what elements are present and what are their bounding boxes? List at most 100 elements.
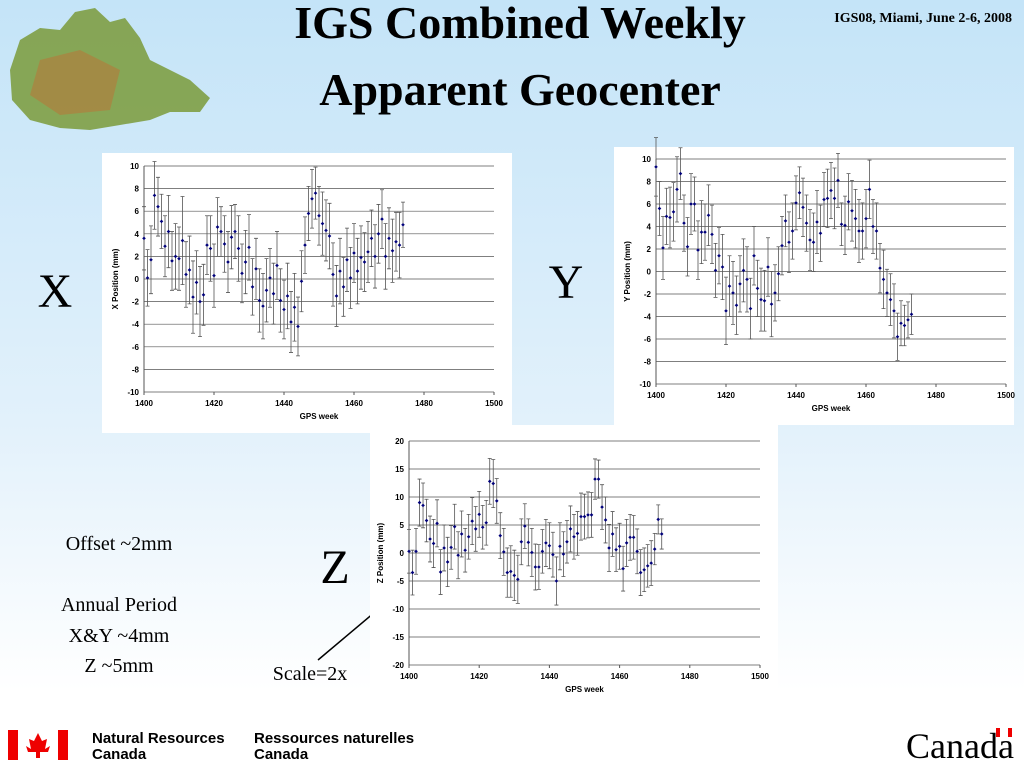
data-point [257, 298, 262, 303]
data-point [526, 540, 531, 545]
y-axis-label: Z Position (mm) [376, 522, 385, 583]
data-point [766, 265, 770, 269]
data-point [607, 546, 611, 550]
chart: -10 -8 -6 -4 -2 0 2 4 6 8 10 1400 1420 1440 1460 1480 15… [614, 137, 1015, 425]
data-point [477, 512, 481, 517]
y-tick-label: -10 [392, 605, 404, 614]
x-tick-label: 1480 [681, 672, 699, 681]
data-point [229, 235, 234, 239]
x-tick-label: 1460 [611, 672, 629, 681]
y-tick-label: -8 [132, 365, 140, 374]
flag-leaf [26, 733, 50, 758]
data-point [582, 514, 587, 519]
data-point [815, 220, 819, 224]
data-point [390, 248, 395, 253]
data-point [383, 254, 388, 259]
note: Annual Period [61, 594, 177, 616]
data-point [899, 321, 903, 326]
y-tick-label: 2 [135, 252, 140, 261]
data-point [710, 232, 714, 237]
y-tick-label: 15 [395, 465, 404, 474]
y-tick-label: -6 [132, 343, 140, 352]
data-point [752, 253, 756, 258]
y-tick-label: 6 [647, 200, 652, 209]
data-point [254, 267, 258, 271]
data-point [610, 532, 615, 536]
x-tick-label: 1460 [345, 399, 363, 408]
header-note: IGS08, Miami, June 2-6, 2008 [834, 11, 1012, 26]
data-point [906, 318, 910, 322]
data-point [142, 236, 146, 241]
data-point [628, 535, 632, 540]
y-tick-label: 0 [135, 275, 140, 284]
data-point [895, 334, 900, 339]
y-tick-label: 4 [647, 223, 652, 232]
data-point [794, 201, 798, 205]
data-point [635, 549, 639, 554]
footer-text: Canada [92, 746, 147, 763]
data-point [685, 244, 690, 249]
note: X&Y ~4mm [69, 625, 170, 647]
data-point [565, 540, 569, 544]
data-point [310, 196, 314, 201]
x-tick-label: 1480 [415, 399, 433, 408]
y-axis-label: X Position (mm) [111, 248, 120, 309]
x-axis-label: GPS week [812, 404, 851, 413]
data-point [745, 277, 749, 282]
x-tick-label: 1480 [927, 391, 945, 400]
data-point [306, 211, 311, 216]
data-point [664, 214, 669, 219]
data-point [407, 549, 411, 554]
data-point [236, 246, 241, 251]
data-point [586, 513, 590, 517]
data-point [219, 229, 223, 234]
data-point [428, 537, 432, 541]
data-point [289, 320, 293, 324]
data-point [589, 513, 594, 517]
data-point [501, 550, 506, 554]
x-tick-label: 1440 [275, 399, 293, 408]
data-point [505, 570, 510, 575]
data-point [530, 550, 534, 555]
data-point [212, 273, 216, 278]
data-point [198, 299, 202, 304]
scale-note: Scale=2x [273, 663, 348, 685]
data-point [537, 565, 541, 569]
data-point [638, 570, 643, 575]
data-point [568, 527, 573, 531]
wordmark-flag [1000, 728, 1008, 737]
data-point [575, 531, 580, 536]
data-point [741, 268, 746, 273]
y-tick-label: 10 [395, 493, 404, 502]
data-point [187, 268, 192, 272]
data-point [523, 524, 527, 528]
data-point [484, 520, 489, 525]
data-point [512, 573, 517, 578]
data-point [909, 312, 914, 317]
data-point [748, 306, 753, 311]
data-point [159, 219, 164, 224]
data-point [233, 229, 237, 234]
data-point [394, 239, 398, 244]
data-point [734, 303, 739, 308]
data-point [850, 208, 854, 213]
footer-text: Canada [254, 746, 309, 763]
data-point [885, 291, 889, 295]
data-point [320, 221, 325, 226]
data-point [839, 222, 844, 227]
y-tick-label: 0 [400, 549, 405, 558]
chart: -10 -8 -6 -4 -2 0 2 4 6 8 10 1400 1420 1440 1460 1480 15… [102, 153, 512, 433]
data-point [456, 553, 460, 558]
data-point [631, 535, 636, 540]
flag-bar [58, 730, 68, 760]
data-point [544, 541, 548, 545]
data-point [341, 285, 346, 289]
panel-label: Y [549, 256, 584, 309]
x-axis-label: GPS week [565, 685, 604, 694]
data-point [871, 224, 875, 229]
footer-text: Ressources naturelles [254, 730, 414, 747]
data-point [675, 187, 679, 192]
data-point [561, 552, 566, 556]
data-point [892, 309, 896, 313]
data-point [790, 229, 795, 233]
